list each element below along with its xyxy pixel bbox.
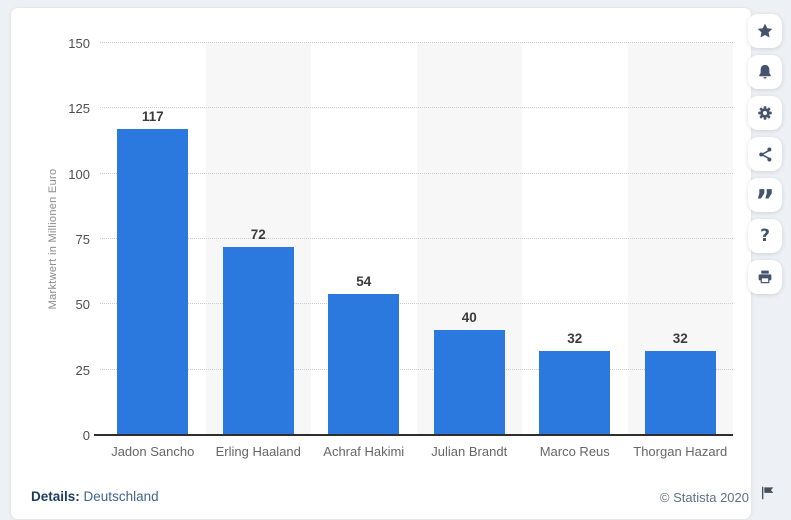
gridline [100, 368, 733, 370]
x-axis-label: Marco Reus [539, 444, 610, 459]
y-tick-label: 0 [82, 428, 90, 443]
x-axis-label: Achraf Hakimi [323, 444, 405, 459]
bar-value-label: 32 [672, 331, 688, 347]
gear-icon [756, 104, 774, 122]
y-tick-label: 75 [75, 232, 90, 247]
x-axis-label: Erling Haaland [215, 444, 301, 459]
x-axis-label: Thorgan Hazard [633, 444, 728, 459]
report-flag-button[interactable] [757, 484, 779, 504]
x-axis-labels: Jadon Sancho Erling Haaland Achraf Hakimi J… [100, 444, 733, 459]
bar[interactable] [539, 351, 611, 435]
gridline [100, 172, 733, 174]
copyright-text: © Statista 2020 [659, 490, 749, 505]
x-axis-label: Jadon Sancho [111, 444, 195, 459]
gridline [100, 238, 733, 239]
bar[interactable] [222, 246, 294, 435]
side-toolbar: ” ? [748, 14, 782, 294]
bell-icon [756, 63, 774, 81]
help-button[interactable]: ? [748, 219, 782, 253]
bar-value-label: 72 [250, 226, 266, 242]
details-label: Details: [31, 489, 80, 504]
bar-columns: 117 72 54 40 32 32 [100, 43, 733, 435]
star-icon [756, 22, 774, 40]
bar[interactable] [328, 293, 400, 435]
bar-value-label: 32 [567, 331, 583, 347]
bar-value-label: 40 [461, 310, 477, 326]
details-value: Deutschland [83, 489, 159, 504]
category-column: 117 [100, 43, 206, 435]
category-column: 40 [416, 43, 522, 435]
share-button[interactable] [748, 137, 782, 171]
y-tick-label: 50 [75, 297, 90, 313]
gridline [100, 42, 733, 43]
bar-value-label: 54 [356, 273, 372, 289]
details-footer: Details: Deutschland [31, 489, 159, 504]
category-column: 72 [205, 43, 311, 435]
category-column: 32 [627, 43, 733, 435]
print-button[interactable] [748, 260, 782, 294]
citation-button[interactable]: ” [748, 178, 782, 219]
settings-button[interactable] [748, 96, 782, 130]
bar[interactable] [433, 330, 505, 435]
gridline [100, 303, 733, 305]
flag-icon [760, 486, 776, 504]
question-mark-icon: ? [760, 226, 770, 246]
x-axis-label: Julian Brandt [431, 444, 508, 459]
share-icon [757, 146, 774, 163]
bar[interactable] [644, 351, 716, 435]
y-tick-label: 25 [75, 362, 90, 378]
category-column: 32 [522, 43, 628, 435]
gridline [100, 107, 733, 109]
bar[interactable] [117, 129, 189, 435]
notifications-button[interactable] [748, 55, 782, 89]
quote-icon: ” [755, 184, 775, 219]
printer-icon [756, 268, 774, 286]
favorite-button[interactable] [748, 14, 782, 48]
plot-area: 117 72 54 40 32 32 0 25 50 75 100 125 150 [68, 36, 733, 443]
y-tick-label: 125 [68, 101, 90, 117]
y-tick-label: 100 [68, 166, 90, 182]
bar-value-label: 117 [141, 109, 164, 125]
chart-card: Marktwert in Millionen Euro 117 72 54 40 32 3… [10, 7, 752, 520]
category-column: 54 [311, 43, 417, 435]
x-axis-line [94, 434, 733, 436]
y-tick-label: 150 [68, 36, 90, 51]
